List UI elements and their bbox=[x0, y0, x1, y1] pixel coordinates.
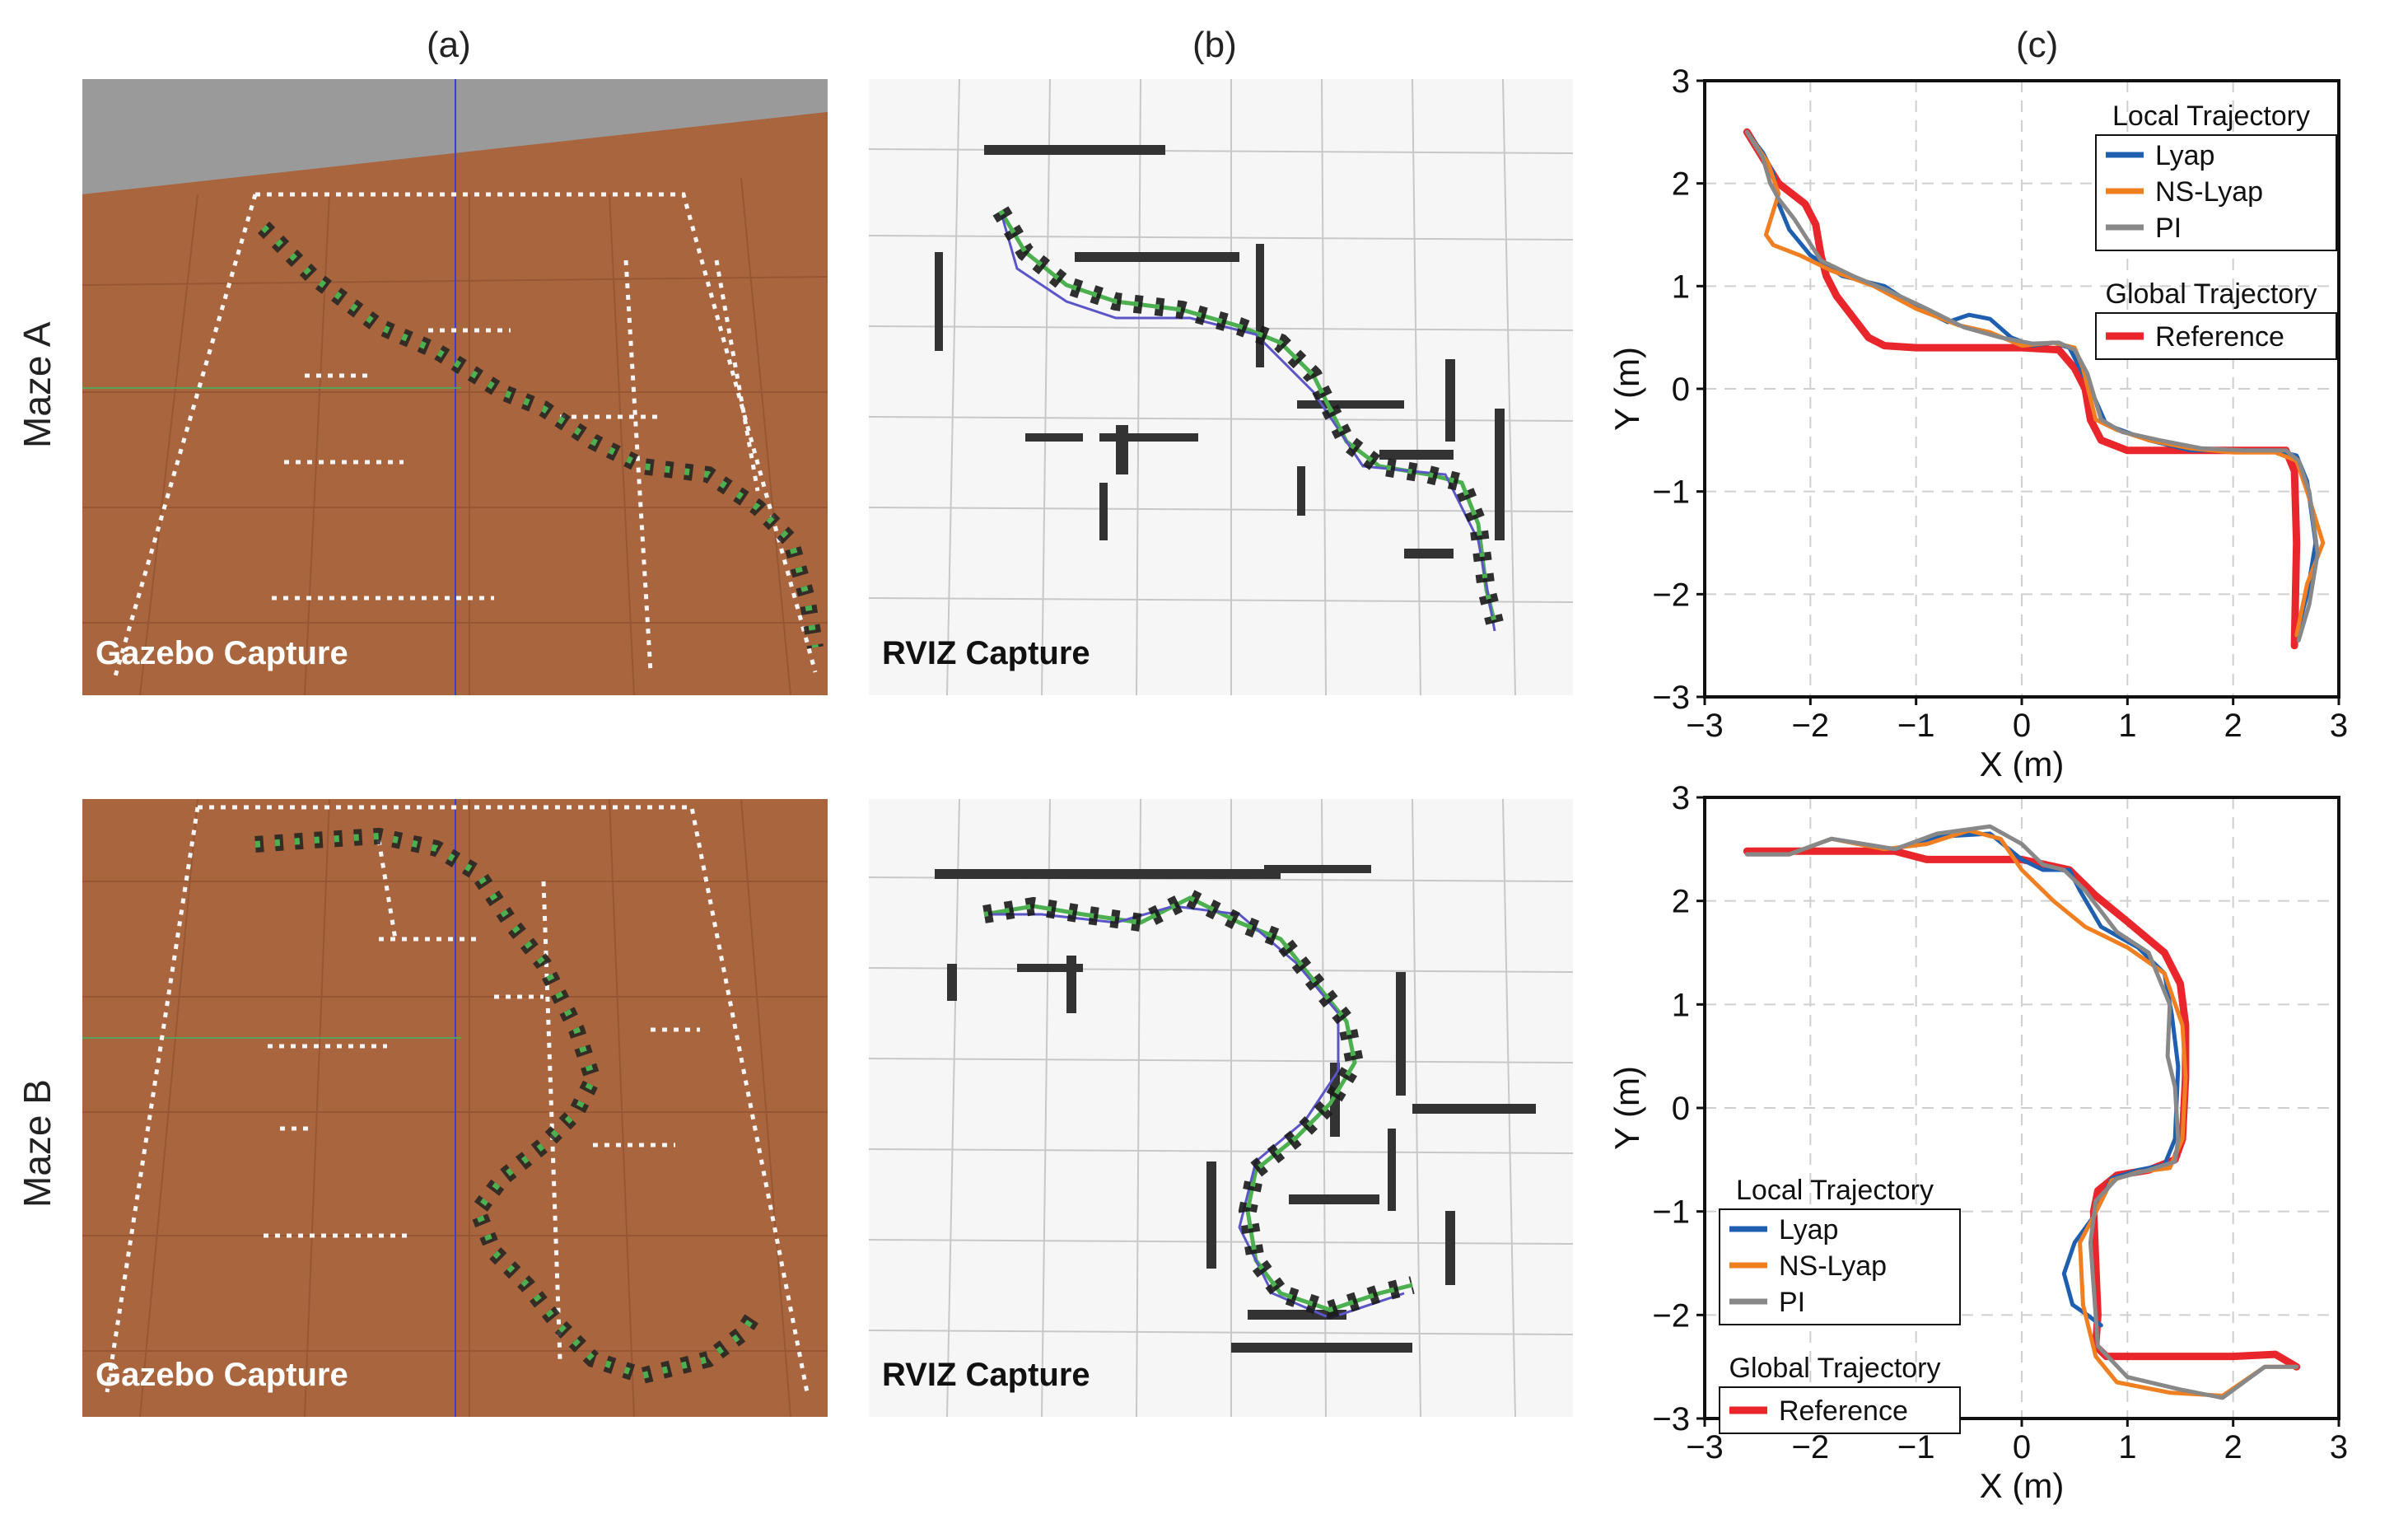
x-tick-label: 2 bbox=[2224, 1429, 2242, 1465]
gazebo-caption-maze-b: Gazebo Capture bbox=[96, 1357, 348, 1393]
y-tick-label: 1 bbox=[1672, 269, 1690, 305]
x-axis-label: X (m) bbox=[1980, 745, 2065, 783]
x-tick-label: 1 bbox=[2118, 708, 2136, 744]
x-tick-label: 0 bbox=[2013, 1429, 2031, 1465]
x-tick-label: 0 bbox=[2013, 708, 2031, 744]
legend-local-title: Local Trajectory bbox=[2112, 100, 2310, 132]
y-tick-label: 0 bbox=[1672, 372, 1690, 408]
y-axis-label: Y (m) bbox=[1608, 1066, 1646, 1150]
trajectory-plot-maze-b: −3 −2 −1 0 1 2 3 3 2 1 0 −1 −2 −3 X (m) Y (m) Local Traj… bbox=[1606, 774, 2408, 1507]
trajectory-plot-svg-a: −3 −2 −1 0 1 2 3 3 2 1 0 −1 −2 −3 X (m) Y (m) Local Traj… bbox=[1608, 63, 2348, 783]
x-tick-label: −2 bbox=[1792, 708, 1830, 744]
column-label-c: (c) bbox=[2016, 25, 2059, 65]
x-tick-label: −2 bbox=[1792, 1429, 1830, 1465]
y-tick-label: −3 bbox=[1652, 680, 1690, 716]
x-tick-label: 1 bbox=[2118, 1429, 2136, 1465]
gazebo-scene-maze-a bbox=[82, 79, 828, 695]
rviz-caption-maze-a: RVIZ Capture bbox=[882, 635, 1090, 671]
legend-label-ns-lyap: NS-Lyap bbox=[2155, 176, 2263, 208]
series-line-pi bbox=[1744, 824, 2299, 1400]
row-label-maze-a: Maze A bbox=[16, 321, 58, 448]
legend-global-box bbox=[2095, 312, 2337, 360]
y-tick-label: −2 bbox=[1652, 1297, 1690, 1334]
x-tick-label: −1 bbox=[1897, 708, 1935, 744]
row-label-maze-b: Maze B bbox=[16, 1079, 58, 1208]
y-axis-label: Y (m) bbox=[1608, 347, 1646, 431]
y-tick-label: 3 bbox=[1672, 780, 1690, 816]
y-tick-label: 0 bbox=[1672, 1091, 1690, 1127]
y-tick-label: 2 bbox=[1672, 166, 1690, 203]
legend-label-pi: PI bbox=[1779, 1287, 1805, 1318]
x-tick-label: −3 bbox=[1686, 1429, 1724, 1465]
rviz-panel-maze-b: RVIZ Capture bbox=[869, 799, 1573, 1417]
y-tick-label: −2 bbox=[1652, 577, 1690, 613]
legend-local-title: Local Trajectory bbox=[1736, 1175, 1934, 1206]
legend-label-reference: Reference bbox=[1779, 1395, 1908, 1427]
y-tick-label: −1 bbox=[1652, 474, 1690, 511]
series-line-pi bbox=[1744, 129, 2320, 643]
x-tick-label: −3 bbox=[1686, 708, 1724, 744]
y-tick-label: −3 bbox=[1652, 1401, 1690, 1437]
gazebo-scene-maze-b bbox=[82, 799, 828, 1417]
trajectory-plot-svg-b: −3 −2 −1 0 1 2 3 3 2 1 0 −1 −2 −3 X (m) Y (m) Local Traj… bbox=[1608, 780, 2348, 1505]
legend-label-ns-lyap: NS-Lyap bbox=[1779, 1250, 1887, 1282]
x-tick-label: 3 bbox=[2330, 708, 2348, 744]
x-axis-label: X (m) bbox=[1980, 1466, 2065, 1505]
x-tick-label: 3 bbox=[2330, 1429, 2348, 1465]
series-line-ns-lyap bbox=[1744, 828, 2299, 1398]
rviz-scene-maze-b bbox=[869, 799, 1573, 1417]
legend-label-pi: PI bbox=[2155, 213, 2182, 244]
legend-label-lyap: Lyap bbox=[1779, 1214, 1838, 1246]
legend-global-title: Global Trajectory bbox=[1729, 1353, 1941, 1384]
legend-label-reference: Reference bbox=[2155, 321, 2284, 353]
column-label-a: (a) bbox=[427, 25, 471, 65]
column-label-b: (b) bbox=[1192, 25, 1237, 65]
rviz-caption-maze-b: RVIZ Capture bbox=[882, 1357, 1090, 1393]
x-tick-label: 2 bbox=[2224, 708, 2242, 744]
gazebo-panel-maze-b: Gazebo Capture bbox=[82, 799, 828, 1417]
y-tick-label: 3 bbox=[1672, 63, 1690, 100]
gazebo-panel-maze-a: Gazebo Capture bbox=[82, 79, 828, 695]
y-tick-label: 1 bbox=[1672, 987, 1690, 1023]
gazebo-caption-maze-a: Gazebo Capture bbox=[96, 635, 348, 671]
legend-label-lyap: Lyap bbox=[2155, 140, 2214, 171]
rviz-scene-maze-a bbox=[869, 79, 1573, 695]
legend-global-title: Global Trajectory bbox=[2106, 278, 2317, 310]
y-tick-label: −1 bbox=[1652, 1194, 1690, 1231]
x-tick-label: −1 bbox=[1897, 1429, 1935, 1465]
rviz-panel-maze-a: RVIZ Capture bbox=[869, 79, 1573, 695]
trajectory-plot-maze-a: −3 −2 −1 0 1 2 3 3 2 1 0 −1 −2 −3 X (m) Y (m) Local Traj… bbox=[1606, 58, 2408, 783]
y-tick-label: 2 bbox=[1672, 884, 1690, 920]
